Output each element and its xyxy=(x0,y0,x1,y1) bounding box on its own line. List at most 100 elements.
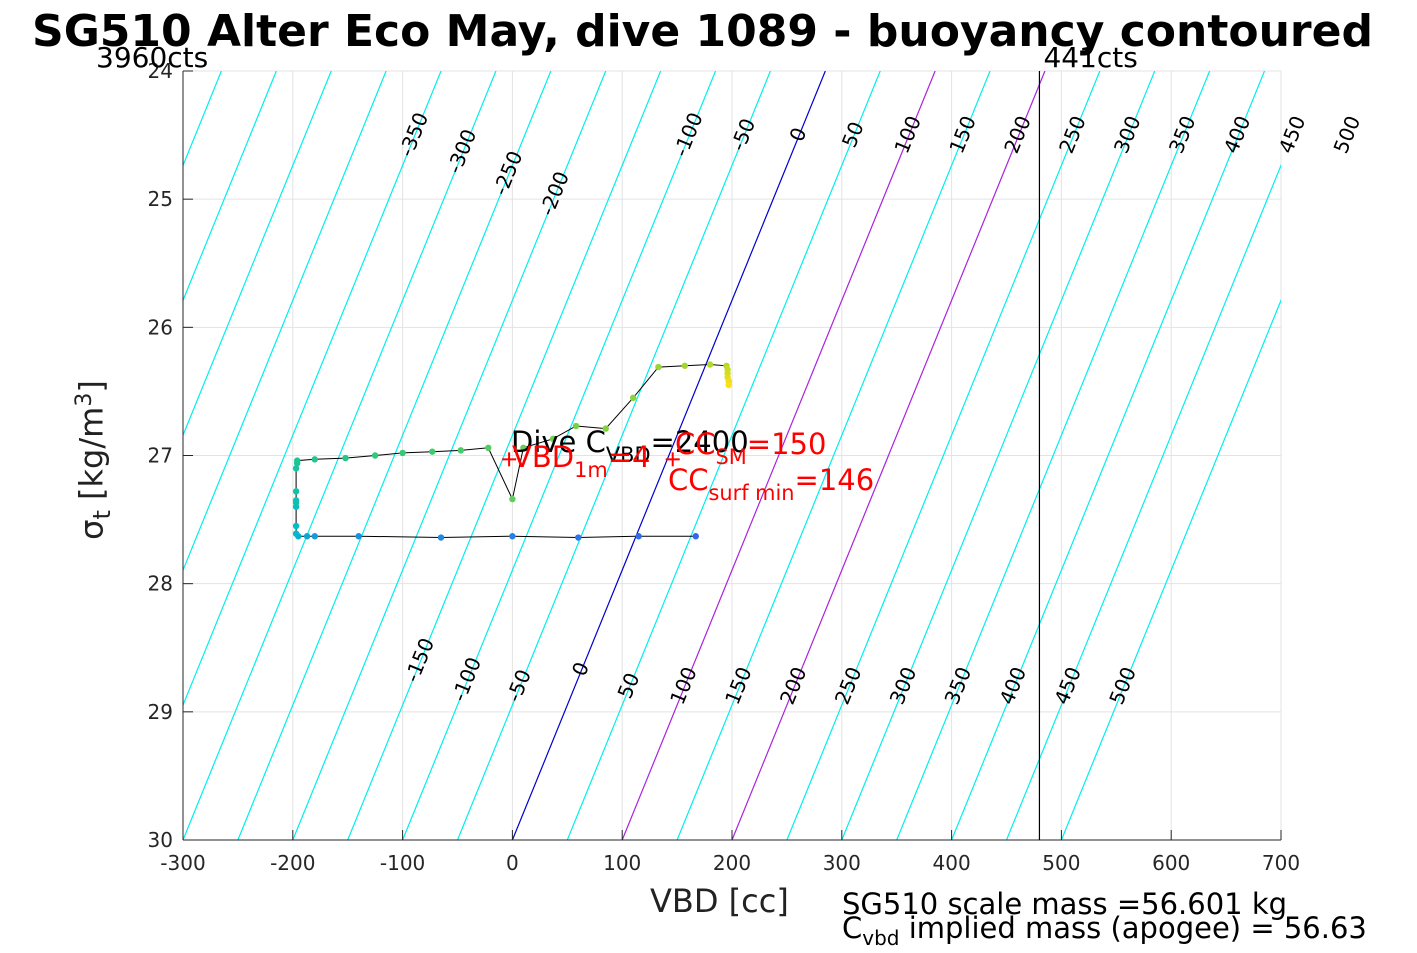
contour-line xyxy=(402,71,717,840)
data-point xyxy=(681,362,688,369)
data-point xyxy=(655,363,662,371)
data-point xyxy=(692,533,699,540)
page-title: SG510 Alter Eco May, dive 1089 - buoyanc… xyxy=(32,6,1373,57)
x-tick-label: 300 xyxy=(823,851,861,875)
contour-label: -150 xyxy=(400,634,439,685)
contour-label: 300 xyxy=(885,663,922,707)
implied-mass-rest: implied mass (apogee) = 56.63 xyxy=(899,911,1367,945)
contour-label: 400 xyxy=(1219,112,1256,156)
data-point xyxy=(342,454,349,462)
data-point xyxy=(399,449,406,457)
contour-line xyxy=(1005,163,1281,840)
contour-label: 350 xyxy=(940,663,977,707)
contour-line xyxy=(731,71,1046,840)
x-tick-label: 0 xyxy=(506,851,519,875)
contour-line xyxy=(237,71,552,840)
x-tick-label: 600 xyxy=(1152,851,1190,875)
contour-line xyxy=(566,71,881,840)
contour-label: 0 xyxy=(784,124,811,145)
data-point xyxy=(575,534,582,541)
data-point xyxy=(509,495,516,503)
data-point xyxy=(371,452,379,459)
data-point xyxy=(572,422,580,430)
data-point xyxy=(549,435,557,443)
contour-label: 400 xyxy=(994,663,1031,707)
data-point xyxy=(429,448,436,455)
y-tick-label: 27 xyxy=(148,444,173,468)
contour-label: 450 xyxy=(1274,112,1311,156)
contour-line xyxy=(896,71,1211,840)
ylabel-sub: t xyxy=(88,510,117,520)
data-point xyxy=(725,381,732,389)
ylabel-sup: 3 xyxy=(72,392,97,407)
x-tick-label: -300 xyxy=(160,851,205,875)
data-point xyxy=(437,534,445,541)
data-point xyxy=(635,533,642,540)
data-point xyxy=(509,533,516,540)
contour-label: -300 xyxy=(442,126,481,177)
y-tick-label: 28 xyxy=(148,572,173,596)
contour-line xyxy=(841,71,1156,840)
vbd-1m-label: VBD1m=4 xyxy=(512,440,650,482)
ylabel-close: ] xyxy=(72,380,111,393)
ylabel-unit: [kg/m xyxy=(72,406,111,511)
contour-label: 150 xyxy=(720,663,757,707)
contour-label: -50 xyxy=(726,115,761,154)
implied-mass-sym: C xyxy=(842,911,863,945)
cc-sm-label: CCSM=150 xyxy=(675,427,826,469)
contour-label: 200 xyxy=(999,112,1036,156)
contour-line xyxy=(183,71,332,437)
contour-label: 250 xyxy=(830,663,867,707)
contour-label: -100 xyxy=(447,654,486,705)
x-tick-label: 100 xyxy=(603,851,641,875)
y-tick-label: 24 xyxy=(148,59,173,83)
data-series xyxy=(292,361,732,541)
contour-label: -350 xyxy=(394,109,433,160)
x-tick-label: 700 xyxy=(1262,851,1300,875)
top-right-counts: 441cts xyxy=(1043,41,1137,74)
contour-label: 100 xyxy=(889,112,926,156)
y-axis-label: σt [kg/m3] xyxy=(72,290,116,630)
dive-c-vbd-label: Dive CVBD=2400 xyxy=(511,425,749,467)
y-tick-label: 26 xyxy=(148,315,173,339)
contour-label: 250 xyxy=(1054,112,1091,156)
implied-mass-sub: vbd xyxy=(862,925,900,950)
top-left-counts: 3960cts xyxy=(96,41,208,74)
contour-line xyxy=(183,71,387,572)
data-point xyxy=(293,457,301,464)
y-tick-label: 29 xyxy=(148,700,173,724)
contour-lines xyxy=(183,71,1281,840)
implied-mass-note: Cvbd implied mass (apogee) = 56.63 xyxy=(842,913,1367,953)
x-axis-label: VBD [cc] xyxy=(650,882,789,920)
data-point xyxy=(311,533,318,540)
scale-mass-note: SG510 scale mass =56.601 kg xyxy=(842,887,1288,921)
data-point xyxy=(292,497,300,504)
contour-line xyxy=(347,71,662,840)
contour-label: -50 xyxy=(501,666,536,705)
contour-label: 0 xyxy=(567,659,594,680)
data-point xyxy=(629,394,637,402)
data-point xyxy=(355,533,362,540)
data-point xyxy=(706,361,714,368)
contour-label: 350 xyxy=(1164,112,1201,156)
ylabel-sym: σ xyxy=(72,519,111,540)
contour-line xyxy=(183,71,277,302)
x-tick-label: 200 xyxy=(713,851,751,875)
contour-label: -200 xyxy=(535,168,574,219)
contour-line xyxy=(676,71,991,840)
data-point xyxy=(303,533,311,540)
contour-label: 450 xyxy=(1049,663,1086,707)
contour-line xyxy=(786,71,1101,840)
contour-label: -250 xyxy=(488,147,527,198)
contour-line xyxy=(183,71,497,840)
data-point xyxy=(311,456,318,463)
x-tick-label: 400 xyxy=(933,851,971,875)
contour-line xyxy=(456,71,771,840)
y-tick-label: 30 xyxy=(148,828,173,852)
contour-line xyxy=(292,71,607,840)
data-point xyxy=(457,447,464,454)
contour-label: 50 xyxy=(613,669,645,702)
data-point xyxy=(602,425,609,432)
contour-label: 500 xyxy=(1329,112,1366,156)
